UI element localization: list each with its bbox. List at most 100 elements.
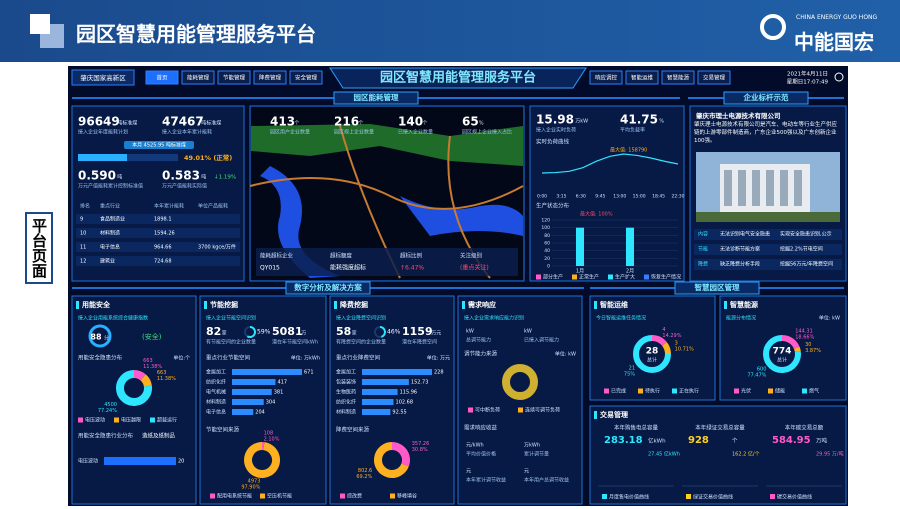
max-label: 最大值: 100%: [580, 211, 613, 218]
unit: 亿kWh: [648, 437, 666, 445]
bar: [362, 389, 398, 395]
nav-button[interactable]: 降费管理: [259, 74, 282, 82]
donut-pct: 14.29%: [662, 333, 681, 339]
legend-label: 超载运行: [157, 417, 177, 424]
nav-button[interactable]: 智能运维: [631, 74, 654, 82]
table-cell: 11: [80, 245, 86, 251]
legend-label: 配用电系统节能: [217, 493, 252, 500]
bar: [232, 389, 272, 395]
alert-header: 超标额度: [330, 252, 353, 260]
company-icon: [760, 14, 786, 40]
nav-button[interactable]: [217, 70, 251, 85]
panel-title: 需求响应: [468, 300, 496, 309]
legend-swatch: [602, 494, 607, 499]
stat-unit: 元: [466, 469, 471, 475]
stat-label: 接入企业年度能耗计划: [78, 129, 128, 136]
table-row: [76, 228, 240, 238]
stat-value: 96649: [78, 115, 120, 129]
donut-value: 600: [757, 367, 767, 373]
nav-button[interactable]: 交易管理: [703, 74, 726, 82]
nav-button[interactable]: 能耗管理: [187, 74, 210, 82]
chart-title: 重点行业降费空间: [336, 354, 380, 362]
unit: 万吨: [816, 437, 828, 445]
alert-header: 超标比例: [400, 252, 423, 260]
nav-button[interactable]: [589, 70, 623, 85]
load-line: [541, 153, 679, 174]
panel-frame: [589, 405, 847, 505]
nav-button[interactable]: [625, 70, 659, 85]
nav-button[interactable]: 响应调控: [595, 74, 618, 82]
unit: 单位:个: [173, 355, 190, 362]
change: ↓1.19%: [214, 174, 236, 181]
table-cell: 内容: [698, 231, 708, 238]
table-row: [76, 256, 240, 266]
bar: [232, 399, 264, 405]
table-header: 排名: [80, 203, 90, 210]
nav-button[interactable]: [661, 70, 695, 85]
bar-value: 102.68: [396, 400, 414, 406]
stat-value: 1159: [402, 325, 433, 338]
panel-frame: [329, 295, 455, 505]
legend-label: 已完成: [611, 388, 626, 395]
table-cell: 1594.26: [154, 231, 175, 237]
table-cell: 建筑业: [100, 258, 115, 265]
nav-button[interactable]: 安全管理: [295, 74, 318, 82]
photo-window: [752, 170, 760, 206]
nav-button[interactable]: [697, 70, 731, 85]
x-tick-label: 1月: [576, 269, 584, 275]
chart-title: 用能安全隐患行业分布: [78, 432, 134, 440]
legend-swatch: [518, 407, 523, 413]
bar-label: 材料制造: [336, 409, 356, 416]
bar-value: 152.73: [411, 380, 429, 386]
note: 162.2 亿/个: [732, 451, 760, 458]
donut-slice: [633, 335, 671, 373]
legend-label: 月度售电价值曲线: [609, 494, 649, 501]
bar-label: 生物医药: [336, 389, 356, 396]
legend-label: 储能: [775, 388, 785, 395]
nav-button[interactable]: 节能管理: [223, 74, 246, 82]
nav-button[interactable]: 智慧能源: [667, 74, 690, 82]
legend-swatch: [78, 417, 83, 423]
nav-button[interactable]: [145, 70, 179, 85]
alert-box: [256, 248, 518, 276]
donut-pct: 77.47%: [747, 373, 766, 379]
stat-value: 413: [270, 115, 295, 129]
power-button[interactable]: [834, 72, 844, 82]
stat-label: 园区规上企业接入占比: [462, 129, 512, 136]
alert-value: QY015: [260, 265, 280, 272]
chart-title: 生产状态分布: [536, 202, 570, 210]
stat-value: 41.75: [620, 113, 658, 127]
legend-label: 待执行: [645, 388, 660, 395]
stat-value: 15.98: [536, 113, 574, 127]
table-header: 重点行业: [100, 203, 120, 210]
stat-label: 本年累计调节收益: [466, 477, 506, 484]
nav-button[interactable]: [253, 70, 287, 85]
nav-button[interactable]: [289, 70, 323, 85]
nav-button[interactable]: 首页: [156, 74, 168, 82]
donut-pct: 11.38%: [157, 376, 176, 382]
progress-track: [78, 154, 178, 161]
panel-title: 降费挖掘: [340, 300, 368, 309]
legend-label: 综改费: [347, 493, 362, 500]
donut-value: 663: [157, 370, 167, 376]
score: 88: [90, 333, 102, 342]
donut-pct: 69.2%: [356, 474, 372, 480]
bar-value: 204: [255, 410, 265, 416]
stat-label: 接入企业本年累计能耗: [162, 129, 212, 136]
bar-value: 92.55: [392, 410, 406, 416]
stat-unit: 元: [524, 469, 529, 475]
trade-label: 本年购售电总容量: [614, 424, 659, 432]
nav-button[interactable]: [181, 70, 215, 85]
table-cell: 10: [80, 231, 86, 237]
table-cell: 挖掘2.2%节电空间: [780, 246, 823, 253]
table-cell: 缺乏降费分析手段: [720, 261, 760, 268]
bar-label: 金属加工: [336, 369, 356, 376]
donut-value: 4973: [248, 478, 261, 484]
bar-value: 20: [178, 459, 184, 465]
stat-label: 园区用户企业数量: [270, 129, 310, 136]
table-cell: 材料制造: [100, 230, 120, 237]
alert-value: ↑6.47%: [400, 265, 424, 272]
donut-pct: 97.90%: [241, 484, 260, 490]
